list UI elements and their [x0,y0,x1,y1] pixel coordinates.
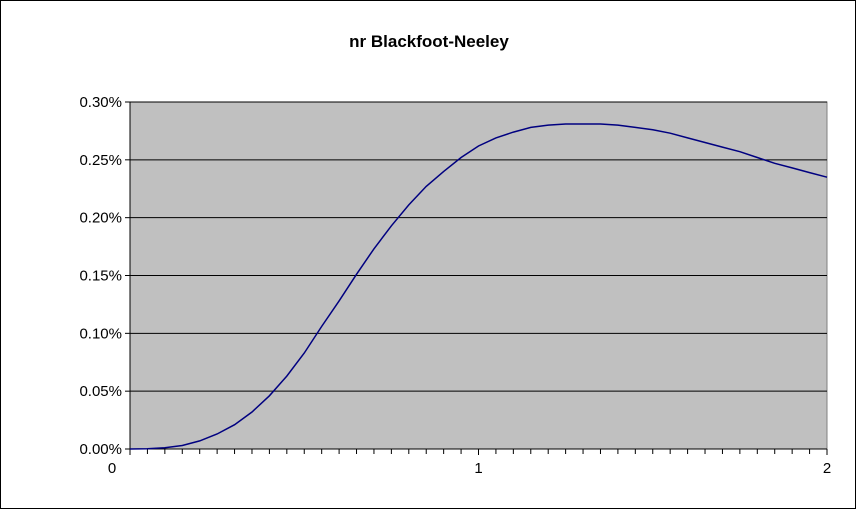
gridlines [130,101,827,392]
x-tick-label: 1 [474,460,482,477]
x-tick-label: 2 [823,460,831,477]
chart-title: nr Blackfoot-Neeley [349,32,509,51]
series-line [129,123,828,450]
y-tick-label: 0.05% [79,383,122,400]
y-tick-labels: 0.00% 0.05% 0.10% 0.15% 0.20% 0.25% 0.30% [79,94,122,458]
y-tick-label: 0.10% [79,325,122,342]
y-tick-label: 0.20% [79,210,122,227]
series-layer [129,123,828,450]
x-tick-label: 0 [108,460,116,477]
axes [125,101,828,455]
y-tick-label: 0.25% [79,152,122,169]
y-tick-label: 0.15% [79,268,122,285]
y-tick-label: 0.00% [79,441,122,458]
x-tick-labels: 0 1 2 [108,460,831,477]
y-tick-label: 0.30% [79,94,122,111]
